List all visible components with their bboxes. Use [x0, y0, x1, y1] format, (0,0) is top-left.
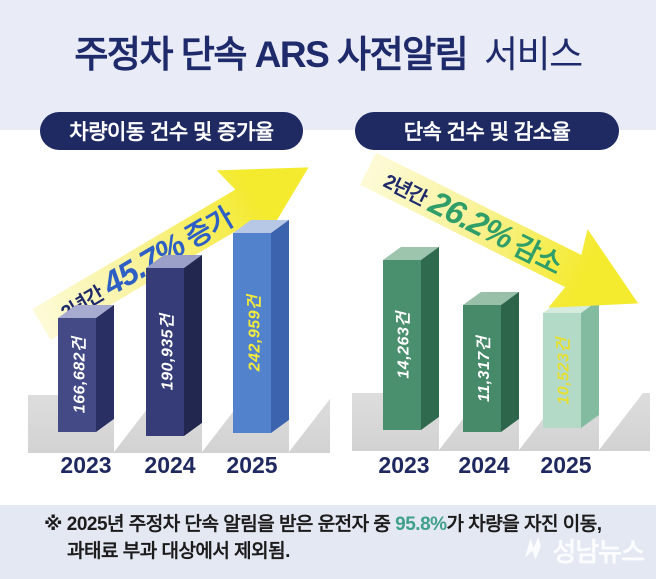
bar-left-2023: 166,682건	[58, 304, 114, 432]
bar-front-face	[233, 233, 271, 433]
axis-year-label: 2023	[60, 452, 112, 478]
left-chart-header-pill: 차량이동 건수 및 증가율	[40, 112, 303, 150]
news-watermark-text: 성남뉴스	[552, 537, 645, 567]
footnote-line2: 과태료 부과 대상에서 제외됨.	[67, 541, 290, 562]
increase-arrow-suffix: 증가	[179, 201, 239, 254]
seongnam-news-logo-icon	[519, 534, 547, 567]
axis-year-label: 2024	[458, 452, 510, 478]
bar-value-label: 242,959건	[246, 294, 263, 372]
right-chart-header-label: 단속 건수 및 감소율	[403, 121, 571, 144]
bar-side-face	[184, 254, 202, 436]
decrease-arrow-suffix: 감소	[508, 230, 567, 280]
page-title-bold: 주정차 단속 ARS 사전알림	[74, 34, 468, 75]
axis-year-label: 2024	[144, 452, 196, 478]
bar-value-label: 11,317건	[476, 335, 494, 402]
bar-right-2025: 10,523건	[543, 299, 599, 428]
axis-year-label: 2025	[226, 452, 278, 478]
bar-side-face	[271, 219, 289, 433]
left-chart-header-label: 차량이동 건수 및 증가율	[69, 121, 274, 144]
footer-band	[0, 505, 656, 579]
decrease-arrow-percent: 26.2%	[423, 183, 520, 257]
bar-front-face	[543, 313, 581, 428]
footnote-line1: ※ 2025년 주정차 단속 알림을 받은 운전자 중 95.8%가 차량을 자…	[44, 514, 602, 535]
bar-side-face	[421, 246, 439, 430]
page-title: 주정차 단속 ARS 사전알림 서비스	[0, 24, 656, 78]
bar-right-2023: 14,263건	[383, 246, 439, 430]
bar-front-face	[58, 318, 96, 432]
bar-front-face	[146, 268, 184, 436]
bar-front-face	[463, 305, 501, 432]
footnote: ※ 2025년 주정차 단속 알림을 받은 운전자 중 95.8%가 차량을 자…	[44, 511, 602, 565]
footnote-highlight: 95.8%	[395, 514, 447, 535]
bar-left-2025: 242,959건	[233, 219, 289, 433]
bar-left-2024: 190,935건	[146, 254, 202, 436]
bar-right-2024: 11,317건	[463, 291, 519, 432]
title-band	[0, 0, 656, 130]
axis-year-label: 2025	[540, 452, 592, 478]
axis-year-label: 2023	[378, 452, 430, 478]
right-chart-header-pill: 단속 건수 및 감소율	[355, 112, 619, 150]
bar-front-face	[383, 260, 421, 430]
page-title-light: 서비스	[483, 34, 583, 75]
bar-side-face	[96, 304, 114, 432]
bar-side-face	[501, 291, 519, 432]
bar-value-label: 10,523건	[556, 336, 574, 405]
bar-value-label: 190,935건	[159, 313, 176, 391]
decrease-arrow-prefix: 2년간	[379, 170, 430, 210]
bar-value-label: 14,263건	[396, 311, 414, 379]
bar-value-label: 166,682건	[71, 336, 88, 414]
news-watermark: 성남뉴스	[519, 532, 645, 569]
